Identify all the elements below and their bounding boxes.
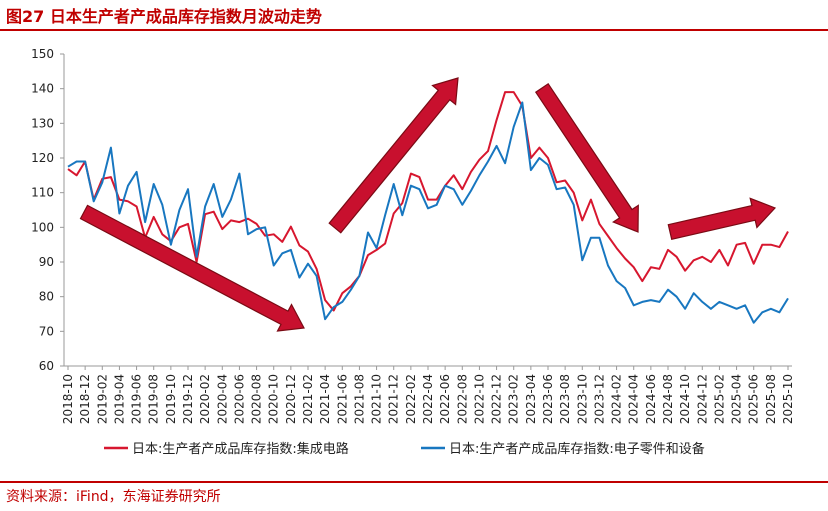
legend-label-electronic-parts: 日本:生产者产成品库存指数:电子零件和设备 bbox=[449, 441, 705, 457]
downtrend-arrow-2018-2021 bbox=[79, 204, 305, 332]
x-tick-label: 2021-08 bbox=[352, 374, 366, 424]
x-tick-label: 2018-12 bbox=[78, 374, 92, 424]
x-tick-label: 2020-12 bbox=[284, 374, 298, 424]
x-tick-label: 2020-10 bbox=[267, 374, 281, 424]
y-tick-label: 80 bbox=[39, 290, 54, 304]
downtrend-arrow-2023-2024 bbox=[534, 82, 639, 233]
figure-title: 图27 日本生产者产成品库存指数月波动走势 bbox=[6, 7, 322, 26]
x-tick-label: 2021-10 bbox=[370, 374, 384, 424]
x-tick-label: 2023-08 bbox=[558, 374, 572, 424]
footer-rule bbox=[0, 481, 828, 483]
x-tick-label: 2022-06 bbox=[438, 374, 452, 424]
x-tick-label: 2021-02 bbox=[301, 374, 315, 424]
x-tick-label: 2020-08 bbox=[250, 374, 264, 424]
trend-arrows bbox=[79, 77, 777, 332]
x-axis-ticks: 2018-10 2018-12 2019-02 2019-04 2019-06 2019-… bbox=[61, 366, 795, 424]
legend-label-integrated-circuits: 日本:生产者产成品库存指数:集成电路 bbox=[132, 441, 349, 457]
x-tick-label: 2019-04 bbox=[112, 374, 126, 424]
x-tick-label: 2019-06 bbox=[130, 374, 144, 424]
chart-axes bbox=[63, 54, 792, 367]
y-tick-label: 130 bbox=[31, 116, 54, 130]
y-tick-label: 100 bbox=[31, 220, 54, 234]
x-tick-label: 2020-06 bbox=[232, 374, 246, 424]
x-tick-label: 2022-12 bbox=[490, 374, 504, 424]
x-tick-label: 2025-06 bbox=[747, 374, 761, 424]
x-tick-label: 2025-04 bbox=[730, 374, 744, 424]
x-tick-label: 2018-10 bbox=[61, 374, 75, 424]
x-tick-label: 2021-04 bbox=[318, 374, 332, 424]
x-tick-label: 2024-08 bbox=[661, 374, 675, 424]
x-tick-label: 2024-02 bbox=[610, 374, 624, 424]
x-tick-label: 2020-02 bbox=[198, 374, 212, 424]
x-tick-label: 2023-02 bbox=[507, 374, 521, 424]
x-tick-label: 2022-08 bbox=[455, 374, 469, 424]
x-tick-label: 2023-10 bbox=[575, 374, 589, 424]
x-tick-label: 2024-12 bbox=[695, 374, 709, 424]
y-tick-label: 150 bbox=[31, 47, 54, 61]
x-tick-label: 2019-02 bbox=[95, 374, 109, 424]
uptrend-arrow-2021-2022 bbox=[328, 77, 459, 234]
source-note: 资料来源：iFind，东海证券研究所 bbox=[6, 489, 221, 505]
x-tick-label: 2025-10 bbox=[781, 374, 795, 424]
y-tick-label: 110 bbox=[31, 186, 54, 200]
x-tick-label: 2022-04 bbox=[421, 374, 435, 424]
y-tick-label: 90 bbox=[39, 255, 54, 269]
x-tick-label: 2024-10 bbox=[678, 374, 692, 424]
x-tick-label: 2022-02 bbox=[404, 374, 418, 424]
x-tick-label: 2021-12 bbox=[387, 374, 401, 424]
series-lines bbox=[67, 91, 789, 324]
line-chart: 60 70 80 90 100 110 120 130 140 150 2018-10 2018-1… bbox=[31, 47, 795, 457]
uptrend-arrow-2025 bbox=[667, 197, 777, 241]
y-tick-label: 70 bbox=[39, 324, 54, 338]
x-tick-label: 2025-08 bbox=[764, 374, 778, 424]
series-line-electronic-parts bbox=[67, 101, 789, 324]
y-axis-ticks: 60 70 80 90 100 110 120 130 140 150 bbox=[31, 47, 64, 373]
x-tick-label: 2024-04 bbox=[627, 374, 641, 424]
x-tick-label: 2023-06 bbox=[541, 374, 555, 424]
y-tick-label: 140 bbox=[31, 82, 54, 96]
x-tick-label: 2022-10 bbox=[472, 374, 486, 424]
chart-legend: 日本:生产者产成品库存指数:集成电路 日本:生产者产成品库存指数:电子零件和设备 bbox=[104, 441, 705, 457]
x-tick-label: 2019-08 bbox=[147, 374, 161, 424]
x-tick-label: 2025-02 bbox=[712, 374, 726, 424]
title-rule bbox=[0, 29, 828, 31]
x-tick-label: 2023-12 bbox=[592, 374, 606, 424]
x-tick-label: 2024-06 bbox=[644, 374, 658, 424]
x-tick-label: 2023-04 bbox=[524, 374, 538, 424]
x-tick-label: 2019-10 bbox=[164, 374, 178, 424]
x-tick-label: 2019-12 bbox=[181, 374, 195, 424]
y-tick-label: 120 bbox=[31, 151, 54, 165]
x-tick-label: 2020-04 bbox=[215, 374, 229, 424]
series-line-integrated-circuits bbox=[67, 91, 789, 312]
x-tick-label: 2021-06 bbox=[335, 374, 349, 424]
y-tick-label: 60 bbox=[39, 359, 54, 373]
